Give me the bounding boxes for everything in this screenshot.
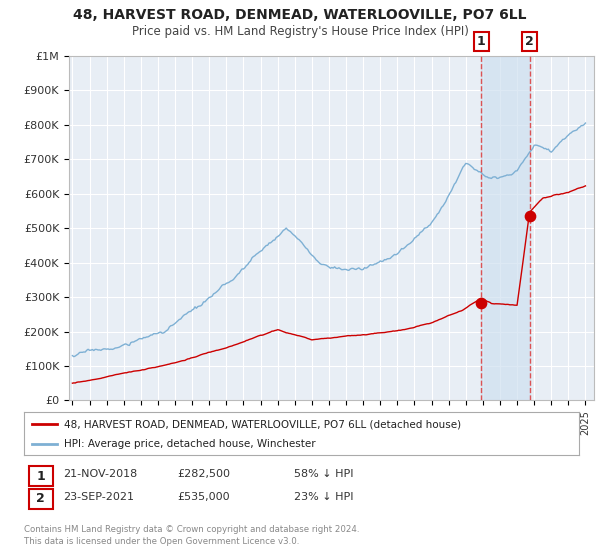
Text: £535,000: £535,000 [177,492,230,502]
Text: 48, HARVEST ROAD, DENMEAD, WATERLOOVILLE, PO7 6LL (detached house): 48, HARVEST ROAD, DENMEAD, WATERLOOVILLE… [64,419,461,429]
Text: £282,500: £282,500 [177,469,230,479]
Point [525,212,535,221]
Text: 48, HARVEST ROAD, DENMEAD, WATERLOOVILLE, PO7 6LL: 48, HARVEST ROAD, DENMEAD, WATERLOOVILLE… [73,8,527,22]
Text: HPI: Average price, detached house, Winchester: HPI: Average price, detached house, Winc… [64,439,316,449]
Text: 1: 1 [37,469,45,483]
Text: 58% ↓ HPI: 58% ↓ HPI [294,469,353,479]
Text: Price paid vs. HM Land Registry's House Price Index (HPI): Price paid vs. HM Land Registry's House … [131,25,469,38]
Text: Contains HM Land Registry data © Crown copyright and database right 2024.
This d: Contains HM Land Registry data © Crown c… [24,525,359,545]
Text: 23-SEP-2021: 23-SEP-2021 [63,492,134,502]
Bar [481,56,530,400]
Text: 1: 1 [476,35,485,48]
Text: 23% ↓ HPI: 23% ↓ HPI [294,492,353,502]
Text: 2: 2 [525,35,534,48]
Text: 2: 2 [37,492,45,506]
Point [476,298,486,307]
Text: 21-NOV-2018: 21-NOV-2018 [63,469,137,479]
